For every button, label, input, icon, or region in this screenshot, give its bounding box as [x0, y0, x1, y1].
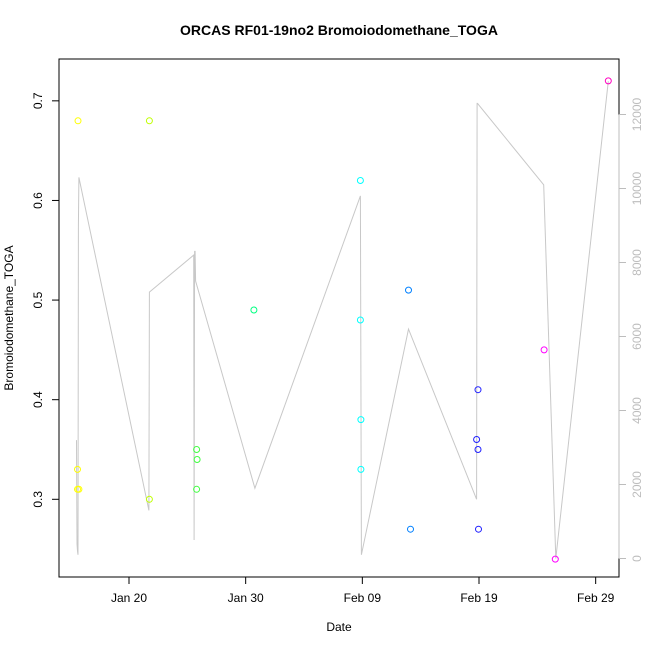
y2-tick-label: 6000 [630, 323, 644, 350]
data-point [604, 77, 612, 85]
data-point [193, 446, 201, 453]
data-point [551, 555, 559, 563]
x-tick-label: Jan 20 [111, 591, 147, 605]
y-tick-label: 0.4 [31, 391, 45, 408]
data-point [74, 465, 81, 473]
data-point [356, 316, 364, 324]
secondary-series-layer [76, 81, 609, 559]
data-point [540, 346, 548, 354]
y-axis-label: Bromoiodomethane_TOGA [2, 245, 16, 390]
y2-tick-label: 10000 [630, 171, 644, 205]
data-point [193, 456, 201, 463]
data-point [74, 117, 82, 125]
data-point [193, 485, 201, 493]
data-point [357, 416, 365, 424]
y2-tick-label: 2000 [630, 471, 644, 498]
y-axis: 0.3 0.4 0.5 0.6 0.7 [31, 92, 60, 508]
y2-tick-label: 4000 [630, 397, 644, 424]
chart-title: ORCAS RF01-19no2 Bromoiodomethane_TOGA [180, 22, 498, 38]
data-point [473, 436, 481, 443]
data-point [75, 485, 83, 493]
data-point [474, 386, 482, 394]
y2-tick-label: 8000 [630, 249, 644, 276]
data-point [145, 495, 153, 503]
x-tick-label: Feb 09 [344, 591, 382, 605]
data-point [474, 446, 482, 453]
x-axis: Jan 20 Jan 30 Feb 09 Feb 19 Feb 29 [111, 576, 615, 605]
data-point [250, 306, 258, 314]
y-tick-label: 0.7 [31, 92, 45, 109]
data-point [357, 465, 365, 473]
secondary-y-axis: 0 2000 4000 6000 8000 10000 12000 [618, 97, 644, 562]
data-point [145, 117, 153, 125]
x-tick-label: Feb 19 [460, 591, 498, 605]
data-point [356, 177, 364, 184]
y-tick-label: 0.6 [31, 192, 45, 209]
x-tick-label: Feb 29 [577, 591, 615, 605]
data-point [407, 525, 414, 533]
data-points-layer [74, 77, 612, 563]
y2-tick-label: 0 [630, 555, 644, 562]
data-point [475, 525, 482, 533]
y-tick-label: 0.3 [31, 491, 45, 508]
y2-tick-label: 12000 [630, 97, 644, 131]
data-point [405, 286, 412, 294]
y-tick-label: 0.5 [31, 291, 45, 308]
secondary-series-line [76, 81, 609, 559]
x-axis-label: Date [326, 620, 352, 634]
x-tick-label: Jan 30 [228, 591, 264, 605]
